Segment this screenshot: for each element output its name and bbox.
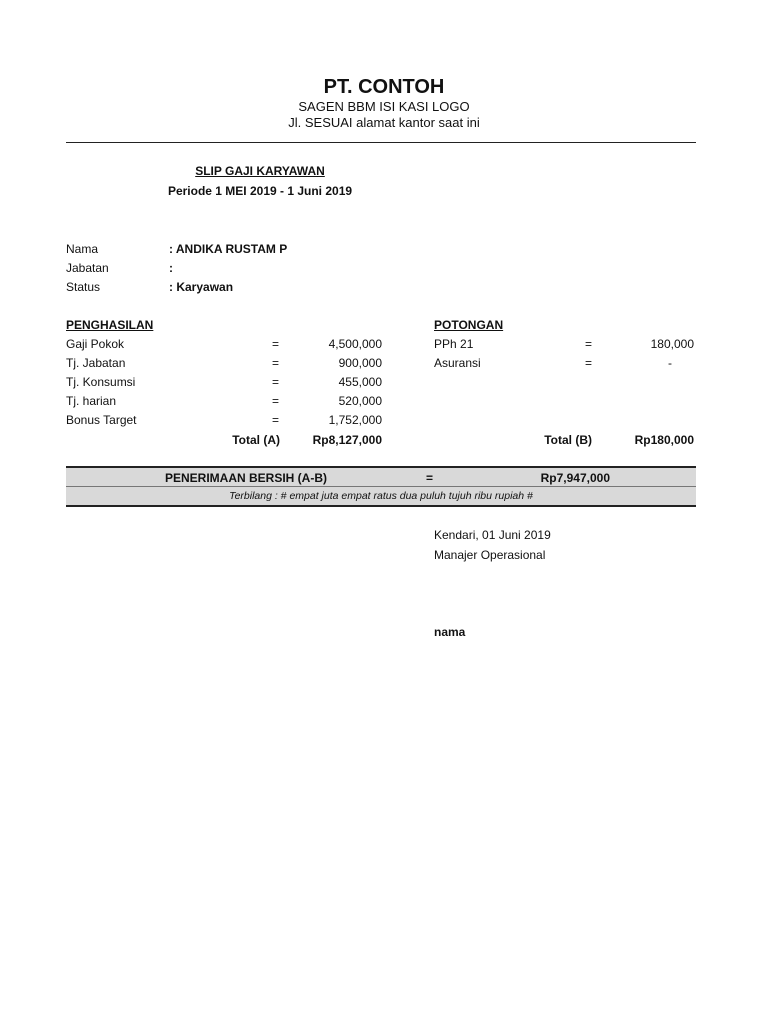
company-subtitle: SAGEN BBM ISI KASI LOGO — [298, 99, 470, 114]
income-item-value: 1,752,000 — [328, 413, 382, 427]
deduction-heading: POTONGAN — [434, 318, 504, 332]
slip-title: SLIP GAJI KARYAWAN — [195, 164, 325, 178]
net-pay-eq: = — [426, 471, 434, 485]
net-pay-label: PENERIMAAN BERSIH (A-B) — [165, 471, 327, 485]
income-item-eq: = — [272, 375, 280, 389]
employee-field-label: Status — [66, 280, 101, 294]
income-item-eq: = — [272, 337, 280, 351]
deduction-item-value: 180,000 — [650, 337, 694, 351]
signature-position: Manajer Operasional — [434, 548, 546, 562]
income-item-eq: = — [272, 394, 280, 408]
employee-field-value: : Karyawan — [169, 280, 234, 294]
deduction-item-label: PPh 21 — [434, 337, 474, 351]
signature-name: nama — [434, 625, 466, 639]
net-mid-line — [66, 486, 696, 487]
income-item-value: 900,000 — [338, 356, 382, 370]
employee-field-label: Jabatan — [66, 261, 109, 275]
net-bottom-line — [66, 505, 696, 507]
income-total-label: Total (A) — [232, 433, 280, 447]
deduction-total-label: Total (B) — [544, 433, 592, 447]
income-item-label: Tj. Konsumsi — [66, 375, 136, 389]
signature-place-date: Kendari, 01 Juni 2019 — [434, 528, 551, 542]
company-address: Jl. SESUAI alamat kantor saat ini — [288, 115, 480, 130]
employee-field-value: : ANDIKA RUSTAM P — [169, 242, 288, 256]
income-item-value: 455,000 — [338, 375, 382, 389]
income-item-eq: = — [272, 413, 280, 427]
employee-field-value: : — [169, 261, 173, 275]
income-total-value: Rp8,127,000 — [312, 433, 382, 447]
deduction-item-eq: = — [585, 337, 593, 351]
income-item-label: Gaji Pokok — [66, 337, 125, 351]
net-top-line — [66, 466, 696, 468]
income-item-label: Bonus Target — [66, 413, 137, 427]
deduction-total-value: Rp180,000 — [634, 433, 694, 447]
income-heading: PENGHASILAN — [66, 318, 154, 332]
net-pay-in-words: Terbilang : # empat juta empat ratus dua… — [229, 490, 533, 502]
income-item-eq: = — [272, 356, 280, 370]
income-item-value: 520,000 — [338, 394, 382, 408]
employee-field-label: Nama — [66, 242, 99, 256]
slip-period: Periode 1 MEI 2019 - 1 Juni 2019 — [167, 184, 353, 198]
deduction-item-label: Asuransi — [434, 356, 481, 370]
net-pay-value: Rp7,947,000 — [540, 471, 610, 485]
header-divider — [66, 142, 696, 143]
income-item-value: 4,500,000 — [328, 337, 382, 351]
deduction-item-eq: = — [585, 356, 593, 370]
deduction-item-value: - — [668, 356, 672, 370]
income-item-label: Tj. harian — [66, 394, 117, 408]
income-item-label: Tj. Jabatan — [66, 356, 126, 370]
company-name: PT. CONTOH — [323, 76, 445, 98]
